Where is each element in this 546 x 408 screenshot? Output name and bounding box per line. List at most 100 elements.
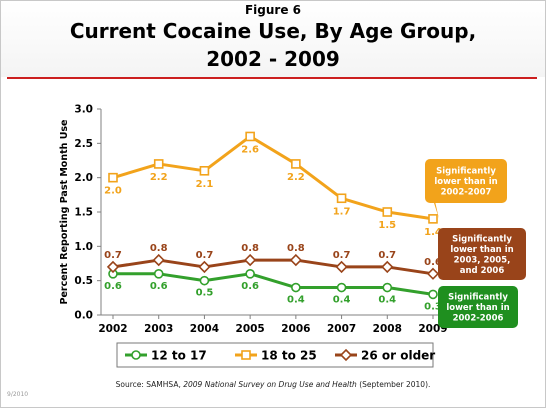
series-18-to-25: 2.0 2.2 2.1 2.6 2.2 1.7 1.5 1.4 — [104, 131, 442, 238]
data-point — [336, 282, 347, 293]
data-label: 1.5 — [378, 220, 396, 231]
legend-item-26-or-older: 26 or older — [335, 349, 435, 363]
annotation-text: and 2006 — [460, 266, 505, 276]
x-tick-label: 2003 — [144, 323, 173, 335]
annotation-text: lower than in — [450, 245, 513, 255]
data-label: 0.6 — [241, 281, 259, 292]
annotation-text: lower than in — [446, 303, 509, 313]
data-label: 0.4 — [333, 295, 351, 306]
data-point — [106, 260, 120, 274]
y-tick-label: 1.5 — [74, 207, 93, 219]
annotation-text: Significantly — [436, 167, 496, 177]
source-publication: 2009 National Survey on Drug Use and Hea… — [183, 380, 357, 389]
x-tick-label: 2004 — [190, 323, 219, 335]
title-rule — [7, 77, 537, 79]
data-point — [381, 260, 394, 274]
data-label: 0.8 — [287, 243, 305, 254]
x-tick-label: 2006 — [281, 323, 310, 335]
data-point — [335, 260, 348, 274]
annotation-text: 2003, 2005, — [454, 255, 511, 265]
data-label: 0.6 — [424, 257, 442, 268]
legend-item-12-to-17: 12 to 17 — [125, 349, 207, 363]
data-point — [153, 159, 164, 169]
data-point — [426, 267, 440, 280]
data-label: 2.2 — [150, 172, 168, 183]
y-tick-label: 0.5 — [74, 275, 93, 287]
annotation-box — [438, 228, 526, 280]
legend: 12 to 17 18 to 25 26 or older — [116, 342, 435, 368]
legend-label: 18 to 25 — [261, 349, 317, 363]
figure-label: Figure 6 — [244, 3, 302, 17]
legend-label: 12 to 17 — [151, 349, 207, 363]
data-label: 0.3 — [424, 301, 442, 312]
line-chart: Percent Reporting Past Month Use 0.0 0.5 1… — [59, 104, 526, 368]
data-point — [245, 269, 255, 279]
legend-label: 26 or older — [361, 349, 435, 363]
source-line: Source: SAMHSA, 2009 National Survey on … — [1, 380, 545, 389]
axes: 0.0 0.5 1.0 1.5 2.0 2.5 3.0 2002 2003 2004 2005 200… — [74, 104, 451, 335]
y-axis-title: Percent Reporting Past Month Use — [59, 119, 70, 304]
y-tick-label: 2.5 — [74, 138, 93, 150]
data-point — [108, 172, 118, 183]
source-prefix: Source: SAMHSA, — [115, 380, 184, 389]
chart-title-years: 2002 - 2009 — [206, 47, 340, 71]
data-point — [245, 131, 255, 142]
source-suffix: (September 2010). — [356, 380, 431, 389]
data-label: 2.2 — [287, 172, 305, 183]
annotation-text: Significantly — [448, 293, 508, 303]
annotation-text: 2002-2006 — [453, 314, 504, 324]
x-tick-label: 2005 — [236, 323, 265, 335]
data-label: 0.6 — [104, 281, 122, 292]
legend-box — [116, 342, 434, 368]
data-point — [244, 253, 257, 267]
data-label: 0.5 — [196, 288, 214, 299]
data-point — [199, 275, 210, 286]
annotation-box — [425, 159, 507, 203]
data-point — [153, 269, 164, 279]
data-label: 0.6 — [150, 281, 168, 292]
data-label: 2.0 — [104, 186, 122, 197]
legend-item-18-to-25: 18 to 25 — [235, 349, 317, 363]
data-point — [291, 159, 301, 169]
chart-title: Current Cocaine Use, By Age Group, — [69, 19, 477, 43]
data-label: 1.7 — [333, 206, 351, 217]
annotation-text: lower than in — [434, 177, 497, 187]
data-point — [291, 282, 301, 293]
data-label: 0.7 — [196, 250, 214, 261]
data-label: 0.7 — [378, 250, 396, 261]
x-tick-label: 2002 — [98, 323, 127, 335]
y-tick-label: 0.0 — [74, 310, 93, 322]
data-point — [382, 282, 393, 293]
data-label: 0.8 — [150, 243, 168, 254]
data-point — [289, 253, 302, 267]
data-label: 2.6 — [241, 144, 259, 155]
data-point — [428, 289, 438, 300]
series-layer: 0.6 0.6 0.5 0.6 0.4 0.4 0.4 0.3 2.0 2.2 2.1 2.6 2.2 1… — [104, 131, 442, 312]
series-line — [113, 272, 434, 296]
series-12-to-17: 0.6 0.6 0.5 0.6 0.4 0.4 0.4 0.3 — [104, 269, 442, 312]
footnote-code: 9/2010 — [7, 391, 29, 398]
data-label: 0.4 — [378, 295, 396, 306]
x-tick-label: 2008 — [373, 323, 402, 335]
legend-swatch-marker — [339, 348, 353, 362]
y-tick-label: 1.0 — [74, 241, 93, 253]
data-label: 0.4 — [287, 295, 305, 306]
series-26-or-older: 0.7 0.8 0.7 0.8 0.8 0.7 0.7 0.6 — [104, 243, 442, 280]
annotation-text: Significantly — [452, 234, 512, 244]
legend-swatch-marker — [241, 350, 251, 360]
legend-swatch-marker — [131, 350, 141, 360]
series-line — [112, 258, 434, 276]
y-tick-label: 2.0 — [74, 172, 93, 184]
data-point — [382, 207, 393, 217]
data-label: 2.1 — [196, 179, 214, 190]
data-point — [428, 214, 438, 224]
header: Figure 6 Current Cocaine Use, By Age Gro… — [1, 1, 545, 77]
data-label: 0.7 — [104, 250, 122, 261]
data-point — [152, 253, 165, 267]
y-axis-title-group: Percent Reporting Past Month Use — [59, 119, 70, 304]
